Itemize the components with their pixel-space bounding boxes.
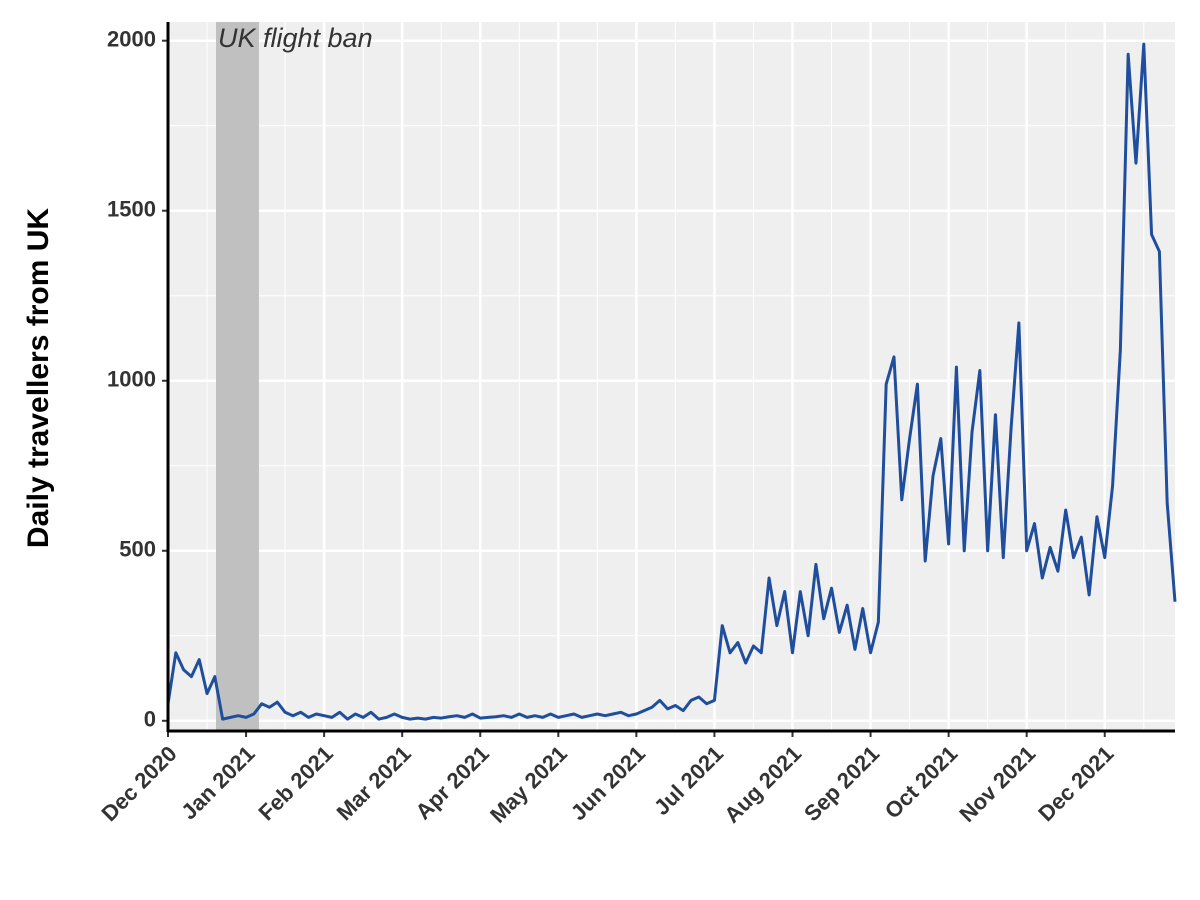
x-tick-label: Jul 2021 bbox=[649, 741, 728, 820]
x-tick-label: Nov 2021 bbox=[954, 741, 1040, 827]
plot-background bbox=[168, 22, 1175, 731]
y-tick-label: 1500 bbox=[107, 197, 156, 222]
y-tick-label: 1000 bbox=[107, 367, 156, 392]
y-tick-label: 500 bbox=[119, 537, 156, 562]
x-tick-label: Oct 2021 bbox=[880, 741, 963, 824]
shaded-span bbox=[216, 22, 259, 731]
x-tick-label: Dec 2020 bbox=[96, 741, 181, 826]
x-tick-label: Mar 2021 bbox=[332, 741, 416, 825]
y-tick-label: 0 bbox=[144, 707, 156, 732]
x-tick-label: Dec 2021 bbox=[1033, 741, 1118, 826]
x-tick-label: Jan 2021 bbox=[176, 741, 259, 824]
x-tick-label: Aug 2021 bbox=[719, 741, 806, 828]
x-tick-label: Apr 2021 bbox=[410, 741, 493, 824]
y-tick-label: 2000 bbox=[107, 27, 156, 52]
annotation: UK flight ban bbox=[218, 23, 373, 53]
x-tick-label: Sep 2021 bbox=[799, 741, 884, 826]
data-line bbox=[166, 42, 1177, 721]
x-tick-label: May 2021 bbox=[485, 741, 572, 828]
y-axis-label: Daily travellers from UK bbox=[22, 208, 55, 548]
x-tick-label: Jun 2021 bbox=[566, 741, 650, 825]
x-tick-label: Feb 2021 bbox=[254, 741, 338, 825]
